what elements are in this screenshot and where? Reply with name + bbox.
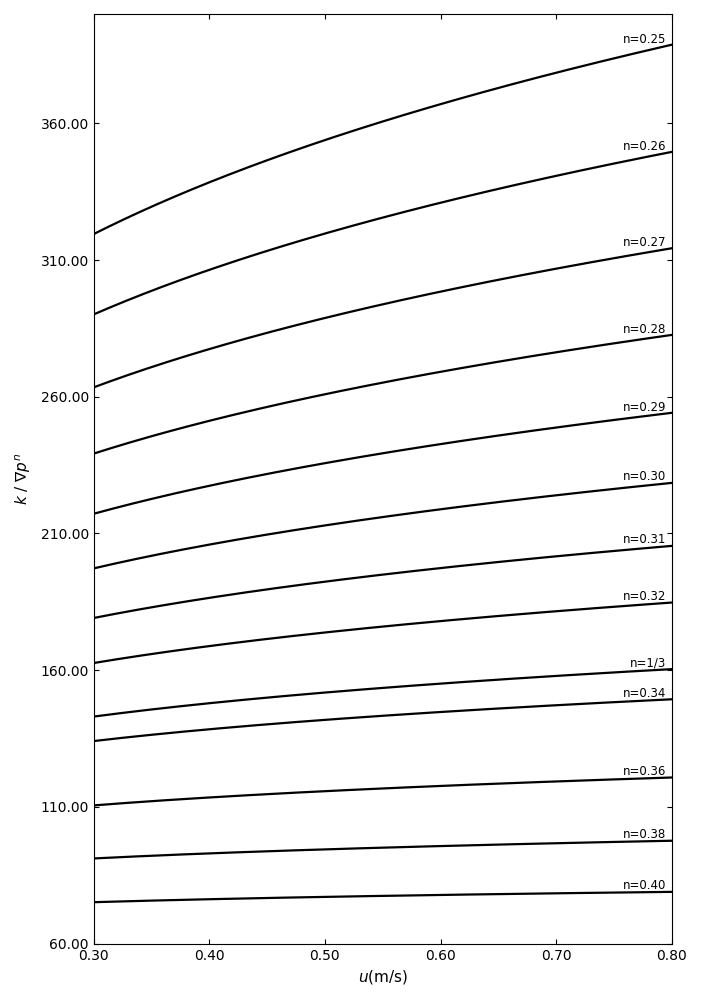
Text: n=0.25: n=0.25	[622, 33, 666, 46]
X-axis label: $u$(m/s): $u$(m/s)	[358, 968, 408, 986]
Text: n=0.26: n=0.26	[622, 140, 666, 153]
Text: n=0.36: n=0.36	[622, 765, 666, 778]
Text: n=0.28: n=0.28	[622, 323, 666, 336]
Text: n=0.40: n=0.40	[622, 879, 666, 892]
Text: n=0.27: n=0.27	[622, 236, 666, 249]
Text: n=0.38: n=0.38	[622, 828, 666, 841]
Text: n=0.34: n=0.34	[622, 687, 666, 700]
Text: n=0.29: n=0.29	[622, 401, 666, 414]
Text: n=1/3: n=1/3	[629, 656, 666, 669]
Text: n=0.30: n=0.30	[622, 470, 666, 483]
Y-axis label: $k$ / $\nabla p^n$: $k$ / $\nabla p^n$	[14, 453, 34, 505]
Text: n=0.31: n=0.31	[622, 533, 666, 546]
Text: n=0.32: n=0.32	[622, 590, 666, 603]
